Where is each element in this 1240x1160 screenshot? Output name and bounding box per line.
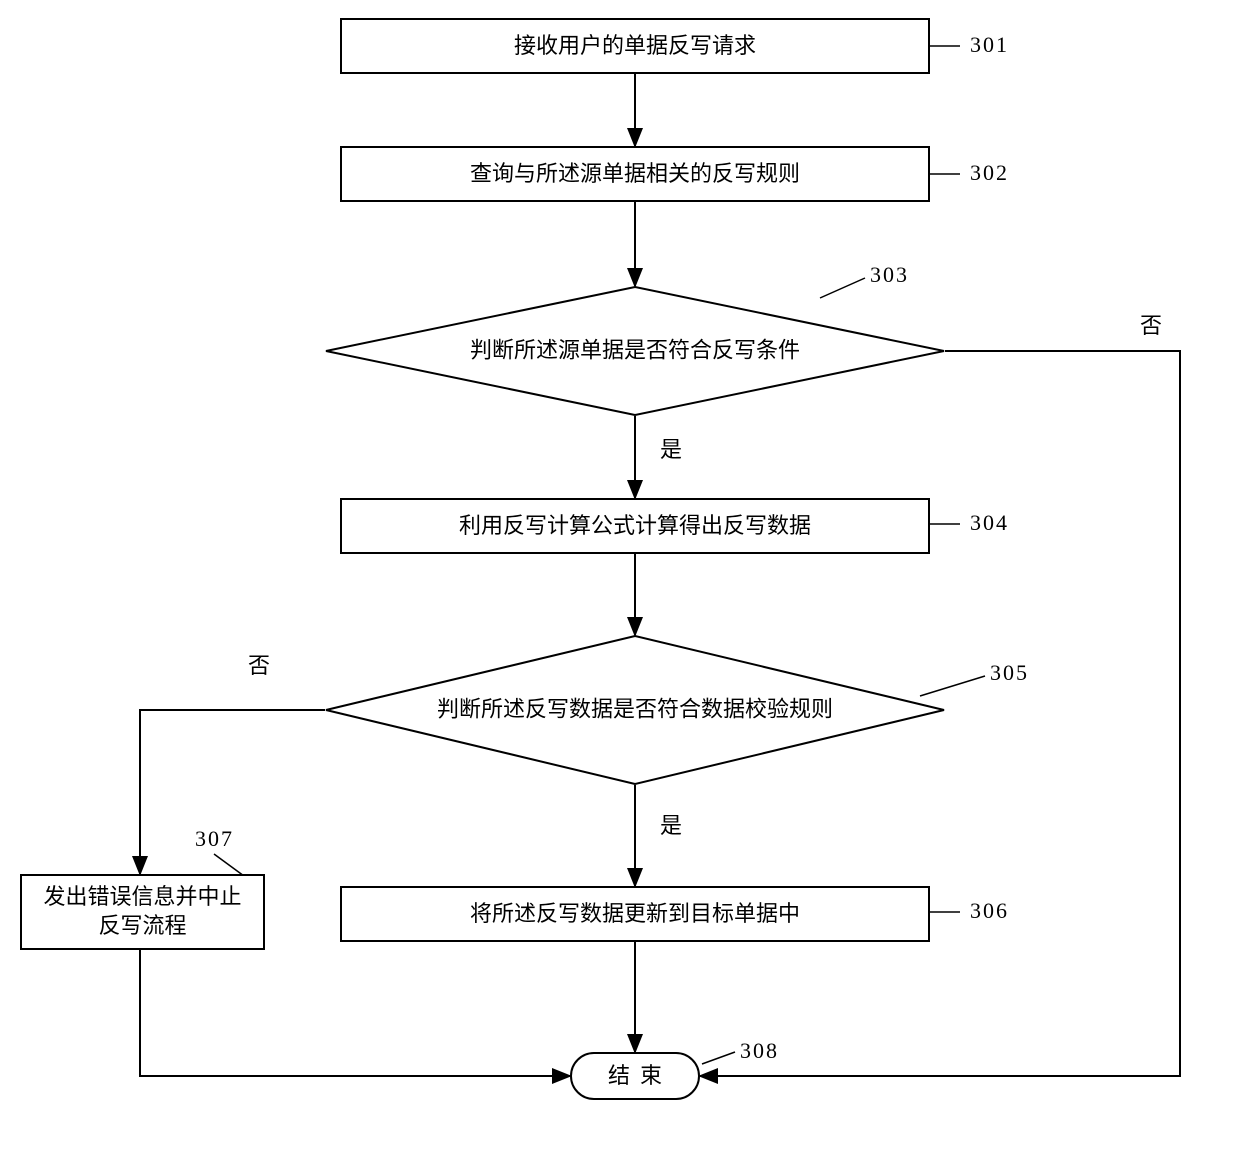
node-304-calculate: 利用反写计算公式计算得出反写数据 xyxy=(340,498,930,554)
step-num-306: 306 xyxy=(970,898,1009,924)
node-301-label: 接收用户的单据反写请求 xyxy=(514,32,756,61)
step-num-308: 308 xyxy=(740,1038,779,1064)
node-302-query-rules: 查询与所述源单据相关的反写规则 xyxy=(340,146,930,202)
step-num-302: 302 xyxy=(970,160,1009,186)
edge-label-303-yes: 是 xyxy=(660,432,682,464)
edge-label-303-no: 否 xyxy=(1140,308,1162,340)
edge-label-305-yes: 是 xyxy=(660,808,682,840)
step-num-305: 305 xyxy=(990,660,1029,686)
step-num-303: 303 xyxy=(870,262,909,288)
node-308-end: 结束 xyxy=(570,1052,700,1100)
step-num-301: 301 xyxy=(970,32,1009,58)
edge-label-305-no: 否 xyxy=(248,648,270,680)
node-304-label: 利用反写计算公式计算得出反写数据 xyxy=(459,512,811,541)
node-303-label: 判断所述源单据是否符合反写条件 xyxy=(356,337,914,366)
node-306-label: 将所述反写数据更新到目标单据中 xyxy=(470,900,800,929)
node-301-receive-request: 接收用户的单据反写请求 xyxy=(340,18,930,74)
node-307-label: 发出错误信息并中止反写流程 xyxy=(34,883,251,940)
node-302-label: 查询与所述源单据相关的反写规则 xyxy=(470,160,800,189)
node-305-validate: 判断所述反写数据是否符合数据校验规则 xyxy=(325,635,945,785)
node-305-label: 判断所述反写数据是否符合数据校验规则 xyxy=(393,696,877,725)
step-num-307: 307 xyxy=(195,826,234,852)
node-308-label: 结束 xyxy=(598,1062,672,1091)
node-306-update-target: 将所述反写数据更新到目标单据中 xyxy=(340,886,930,942)
node-307-error-abort: 发出错误信息并中止反写流程 xyxy=(20,874,265,950)
flowchart-canvas: 接收用户的单据反写请求 301 查询与所述源单据相关的反写规则 302 判断所述… xyxy=(0,0,1240,1160)
step-num-304: 304 xyxy=(970,510,1009,536)
node-303-check-condition: 判断所述源单据是否符合反写条件 xyxy=(325,286,945,416)
